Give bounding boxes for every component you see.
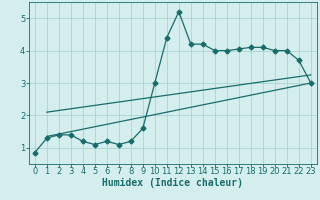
- X-axis label: Humidex (Indice chaleur): Humidex (Indice chaleur): [102, 178, 243, 188]
